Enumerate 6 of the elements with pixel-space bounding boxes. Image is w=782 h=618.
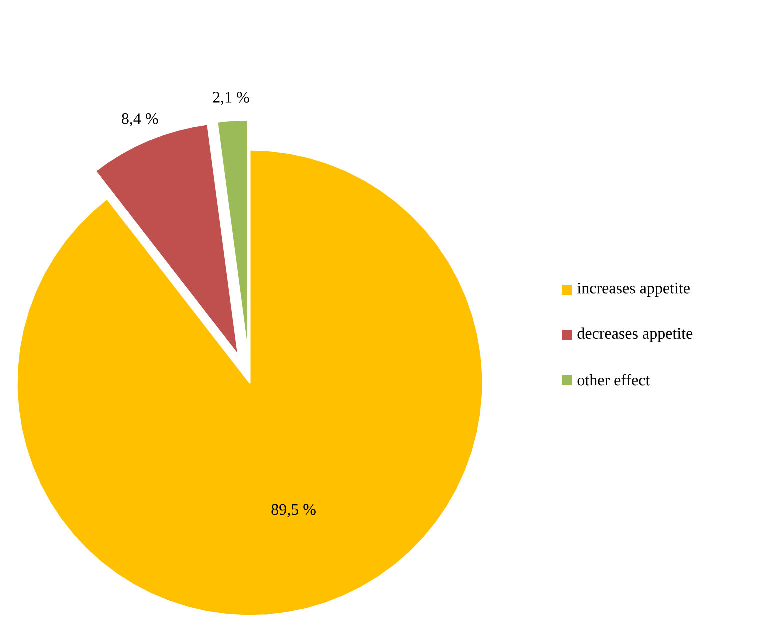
data-label: 89,5 %: [272, 504, 316, 518]
legend-label: other effect: [578, 374, 650, 386]
legend-label: decreases appetite: [578, 328, 693, 342]
data-label: 2,1 %: [213, 92, 250, 106]
legend-label: increases appetite: [578, 283, 690, 297]
data-label: 8,4 %: [122, 113, 158, 127]
